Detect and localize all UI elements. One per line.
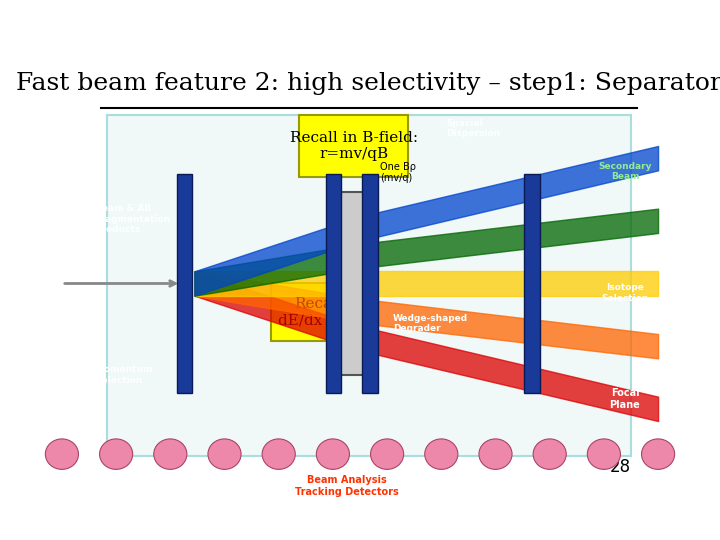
Bar	[362, 174, 378, 393]
Text: Spacial
Dispersion: Spacial Dispersion	[446, 119, 500, 138]
Circle shape	[262, 439, 295, 469]
Circle shape	[371, 439, 404, 469]
Text: One Bρ
(mv/q): One Bρ (mv/q)	[380, 161, 416, 183]
Circle shape	[533, 439, 566, 469]
Text: Secondary
Beam: Secondary Beam	[598, 161, 652, 181]
Text: Recall:
dE/dx ∼ Z²: Recall: dE/dx ∼ Z²	[279, 297, 362, 327]
FancyBboxPatch shape	[107, 114, 631, 456]
Text: Beam & All
Fragmentation
Products: Beam & All Fragmentation Products	[95, 204, 170, 234]
Text: Fast beam feature 2: high selectivity – step1: Separator: Fast beam feature 2: high selectivity – …	[16, 72, 720, 95]
Circle shape	[154, 439, 187, 469]
Bar	[524, 174, 540, 393]
Text: 28: 28	[610, 458, 631, 476]
Text: Wedge-shaped
Degrader: Wedge-shaped Degrader	[393, 314, 468, 333]
Bar	[325, 174, 341, 393]
Text: Beam Analysis
Tracking Detectors: Beam Analysis Tracking Detectors	[295, 475, 399, 497]
Circle shape	[642, 439, 675, 469]
Circle shape	[479, 439, 512, 469]
FancyBboxPatch shape	[271, 283, 369, 341]
Text: Focal
Plane: Focal Plane	[610, 388, 640, 410]
Circle shape	[99, 439, 132, 469]
Circle shape	[208, 439, 241, 469]
Circle shape	[45, 439, 78, 469]
Circle shape	[425, 439, 458, 469]
Text: Isotope
Selection: Isotope Selection	[601, 284, 649, 303]
Circle shape	[588, 439, 621, 469]
Circle shape	[316, 439, 349, 469]
FancyBboxPatch shape	[300, 114, 408, 177]
Text: Recall in B-field:
r=mv/qB: Recall in B-field: r=mv/qB	[289, 131, 418, 161]
Text: Primary
Beam: Primary Beam	[39, 180, 82, 201]
Text: Momentum
Selection: Momentum Selection	[95, 365, 153, 384]
Polygon shape	[340, 192, 366, 375]
Bar	[176, 174, 192, 393]
